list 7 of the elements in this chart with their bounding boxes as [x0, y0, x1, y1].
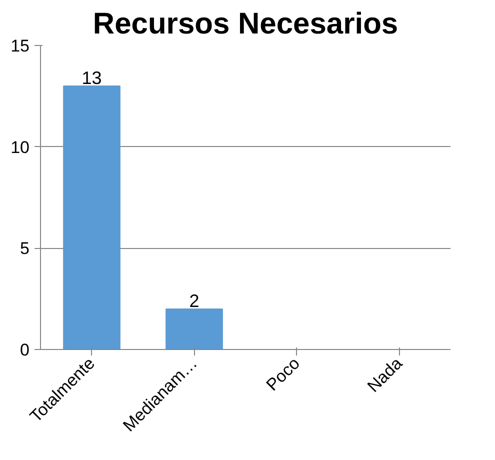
y-tick-label: 15: [10, 36, 30, 56]
y-tick-label: 5: [20, 239, 30, 258]
chart-title: Recursos Necesarios: [92, 8, 398, 40]
data-label: 13: [82, 68, 102, 88]
data-label: 2: [189, 290, 200, 311]
y-tick-label: 10: [10, 138, 30, 157]
y-tick-label: 0: [20, 340, 30, 360]
